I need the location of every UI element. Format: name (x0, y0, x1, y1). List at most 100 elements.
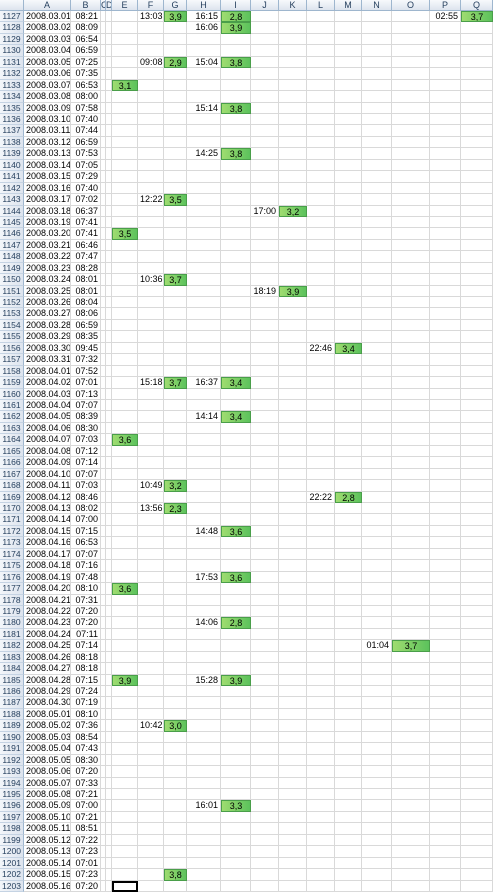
empty-cell[interactable] (430, 869, 461, 881)
empty-cell[interactable] (221, 548, 251, 561)
empty-cell[interactable] (461, 159, 493, 172)
empty-cell[interactable] (164, 743, 187, 755)
empty-cell[interactable] (251, 262, 279, 275)
empty-cell[interactable] (279, 857, 307, 870)
empty-cell[interactable] (164, 297, 187, 309)
time-cell[interactable]: 07:53 (71, 148, 101, 160)
empty-cell[interactable] (279, 605, 307, 618)
empty-cell[interactable] (138, 560, 164, 572)
empty-cell[interactable] (101, 68, 106, 80)
empty-cell[interactable] (112, 468, 138, 481)
empty-cell[interactable] (106, 583, 112, 595)
empty-cell[interactable] (362, 834, 392, 847)
empty-cell[interactable] (392, 823, 430, 835)
empty-cell[interactable] (307, 251, 335, 263)
empty-cell[interactable] (138, 308, 164, 320)
empty-cell[interactable] (392, 789, 430, 801)
empty-cell[interactable] (101, 708, 106, 721)
empty-cell[interactable] (461, 422, 493, 435)
empty-cell[interactable] (362, 743, 392, 755)
empty-cell[interactable] (335, 251, 362, 263)
empty-cell[interactable] (112, 823, 138, 835)
row-header[interactable]: 1194 (0, 777, 24, 790)
empty-cell[interactable] (430, 743, 461, 755)
empty-cell[interactable] (335, 720, 362, 732)
time-cell[interactable]: 09:45 (71, 342, 101, 355)
empty-cell[interactable] (307, 720, 335, 732)
value-cell[interactable]: 3,6 (221, 571, 251, 584)
empty-cell[interactable] (251, 525, 279, 538)
empty-cell[interactable] (461, 45, 493, 57)
empty-cell[interactable] (335, 239, 362, 252)
empty-cell[interactable] (392, 502, 430, 515)
empty-cell[interactable] (101, 308, 106, 320)
empty-cell[interactable] (106, 766, 112, 778)
empty-cell[interactable] (279, 743, 307, 755)
empty-cell[interactable] (106, 594, 112, 606)
empty-cell[interactable] (112, 285, 138, 298)
empty-cell[interactable] (307, 308, 335, 320)
empty-cell[interactable] (461, 91, 493, 103)
empty-cell[interactable] (101, 605, 106, 618)
time-cell[interactable]: 08:02 (71, 502, 101, 515)
empty-cell[interactable] (335, 113, 362, 126)
empty-cell[interactable] (279, 823, 307, 835)
empty-cell[interactable] (335, 136, 362, 149)
empty-cell[interactable] (106, 125, 112, 137)
empty-cell[interactable] (307, 800, 335, 812)
empty-cell[interactable] (430, 708, 461, 721)
empty-cell[interactable] (279, 708, 307, 721)
time-cell[interactable]: 08:54 (71, 731, 101, 744)
empty-cell[interactable] (392, 285, 430, 298)
empty-cell[interactable] (164, 136, 187, 149)
empty-cell[interactable] (112, 548, 138, 561)
empty-cell[interactable] (101, 91, 106, 103)
empty-cell[interactable] (279, 617, 307, 629)
empty-cell[interactable] (307, 136, 335, 149)
empty-cell[interactable] (392, 377, 430, 389)
empty-cell[interactable] (187, 605, 221, 618)
empty-cell[interactable] (164, 617, 187, 629)
empty-cell[interactable] (138, 319, 164, 332)
empty-cell[interactable] (251, 617, 279, 629)
empty-cell[interactable] (307, 113, 335, 126)
empty-cell[interactable] (187, 468, 221, 481)
empty-cell[interactable] (430, 45, 461, 57)
empty-cell[interactable] (335, 331, 362, 343)
date-cell[interactable]: 2008.04.01 (24, 365, 71, 378)
empty-cell[interactable] (187, 194, 221, 206)
empty-cell[interactable] (221, 777, 251, 790)
date-cell[interactable]: 2008.05.06 (24, 766, 71, 778)
empty-cell[interactable] (112, 205, 138, 217)
empty-cell[interactable] (106, 182, 112, 195)
empty-cell[interactable] (221, 640, 251, 652)
column-header[interactable]: F (138, 0, 164, 11)
empty-cell[interactable] (112, 102, 138, 114)
empty-cell[interactable] (112, 731, 138, 744)
empty-cell[interactable] (187, 251, 221, 263)
date-cell[interactable]: 2008.04.26 (24, 651, 71, 664)
time-cell[interactable]: 10:36 (138, 274, 164, 286)
empty-cell[interactable] (392, 560, 430, 572)
date-cell[interactable]: 2008.04.13 (24, 502, 71, 515)
row-header[interactable]: 1142 (0, 182, 24, 195)
empty-cell[interactable] (221, 274, 251, 286)
empty-cell[interactable] (106, 11, 112, 23)
empty-cell[interactable] (430, 205, 461, 217)
empty-cell[interactable] (430, 171, 461, 183)
empty-cell[interactable] (430, 228, 461, 240)
time-cell[interactable]: 08:18 (71, 651, 101, 664)
empty-cell[interactable] (221, 365, 251, 378)
empty-cell[interactable] (164, 628, 187, 641)
empty-cell[interactable] (221, 319, 251, 332)
empty-cell[interactable] (430, 834, 461, 847)
value-cell[interactable]: 3,5 (112, 228, 138, 240)
date-cell[interactable]: 2008.05.08 (24, 789, 71, 801)
date-cell[interactable]: 2008.05.01 (24, 708, 71, 721)
empty-cell[interactable] (101, 102, 106, 114)
empty-cell[interactable] (138, 617, 164, 629)
empty-cell[interactable] (251, 480, 279, 492)
empty-cell[interactable] (430, 365, 461, 378)
empty-cell[interactable] (335, 743, 362, 755)
time-cell[interactable]: 07:47 (71, 251, 101, 263)
